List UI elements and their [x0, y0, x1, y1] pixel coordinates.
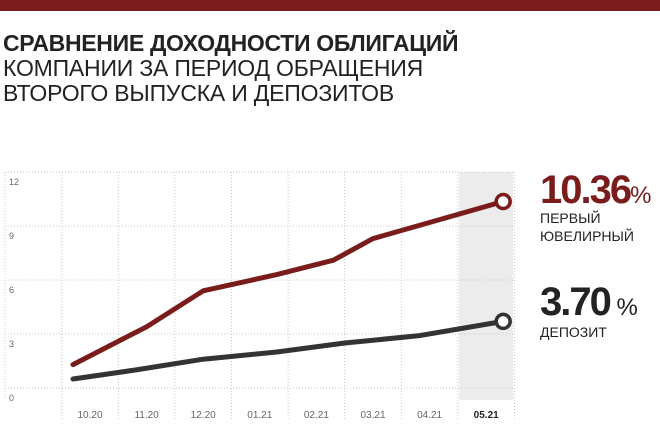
x-tick-label: 04.21 — [417, 410, 442, 421]
x-tick-label: 12.20 — [191, 410, 216, 421]
first-jewelry-value: 10.36 — [540, 168, 632, 212]
deposit-value: 3.70 — [540, 280, 612, 324]
deposit-value-row: 3.70 % — [540, 280, 638, 325]
title-line-1: СРАВНЕНИЕ ДОХОДНОСТИ ОБЛИГАЦИЙ — [3, 30, 459, 56]
end-marker-deposit — [494, 312, 512, 331]
y-tick-label: 0 — [9, 393, 14, 403]
end-marker-first-jewelry — [494, 192, 512, 211]
x-tick-label: 10.20 — [77, 410, 102, 421]
x-tick-label: 05.21 — [474, 410, 499, 421]
top-accent-bar — [0, 0, 660, 11]
series-line-deposit — [70, 318, 506, 382]
series-line-first-jewelry — [70, 199, 506, 368]
first-jewelry-value-row: 10.36% — [540, 168, 651, 213]
title-line-2: КОМПАНИИ ЗА ПЕРИОД ОБРАЩЕНИЯ — [3, 55, 424, 81]
first-jewelry-name-1: ПЕРВЫЙ — [540, 210, 601, 226]
first-jewelry-label: 10.36% ПЕРВЫЙ ЮВЕЛИРНЫЙ — [540, 168, 651, 245]
x-tick-label: 03.21 — [360, 410, 385, 421]
chart-title: СРАВНЕНИЕ ДОХОДНОСТИ ОБЛИГАЦИЙ КОМПАНИИ … — [3, 31, 523, 106]
x-tick-label: 02.21 — [304, 410, 329, 421]
x-tick-label: 01.21 — [247, 410, 272, 421]
first-jewelry-name-2: ЮВЕЛИРНЫЙ — [540, 228, 634, 244]
y-tick-label: 6 — [9, 285, 14, 295]
y-tick-label: 3 — [9, 339, 14, 349]
deposit-label: 3.70 % ДЕПОЗИТ — [540, 280, 638, 341]
y-tick-label: 9 — [9, 231, 14, 241]
title-line-3: ВТОРОГО ВЫПУСКА И ДЕПОЗИТОВ — [3, 80, 394, 106]
first-jewelry-unit: % — [630, 182, 652, 209]
x-tick-label: 11.20 — [134, 410, 159, 421]
deposit-name: ДЕПОЗИТ — [540, 324, 607, 340]
y-tick-label: 12 — [9, 177, 19, 187]
deposit-unit: % — [609, 294, 638, 321]
